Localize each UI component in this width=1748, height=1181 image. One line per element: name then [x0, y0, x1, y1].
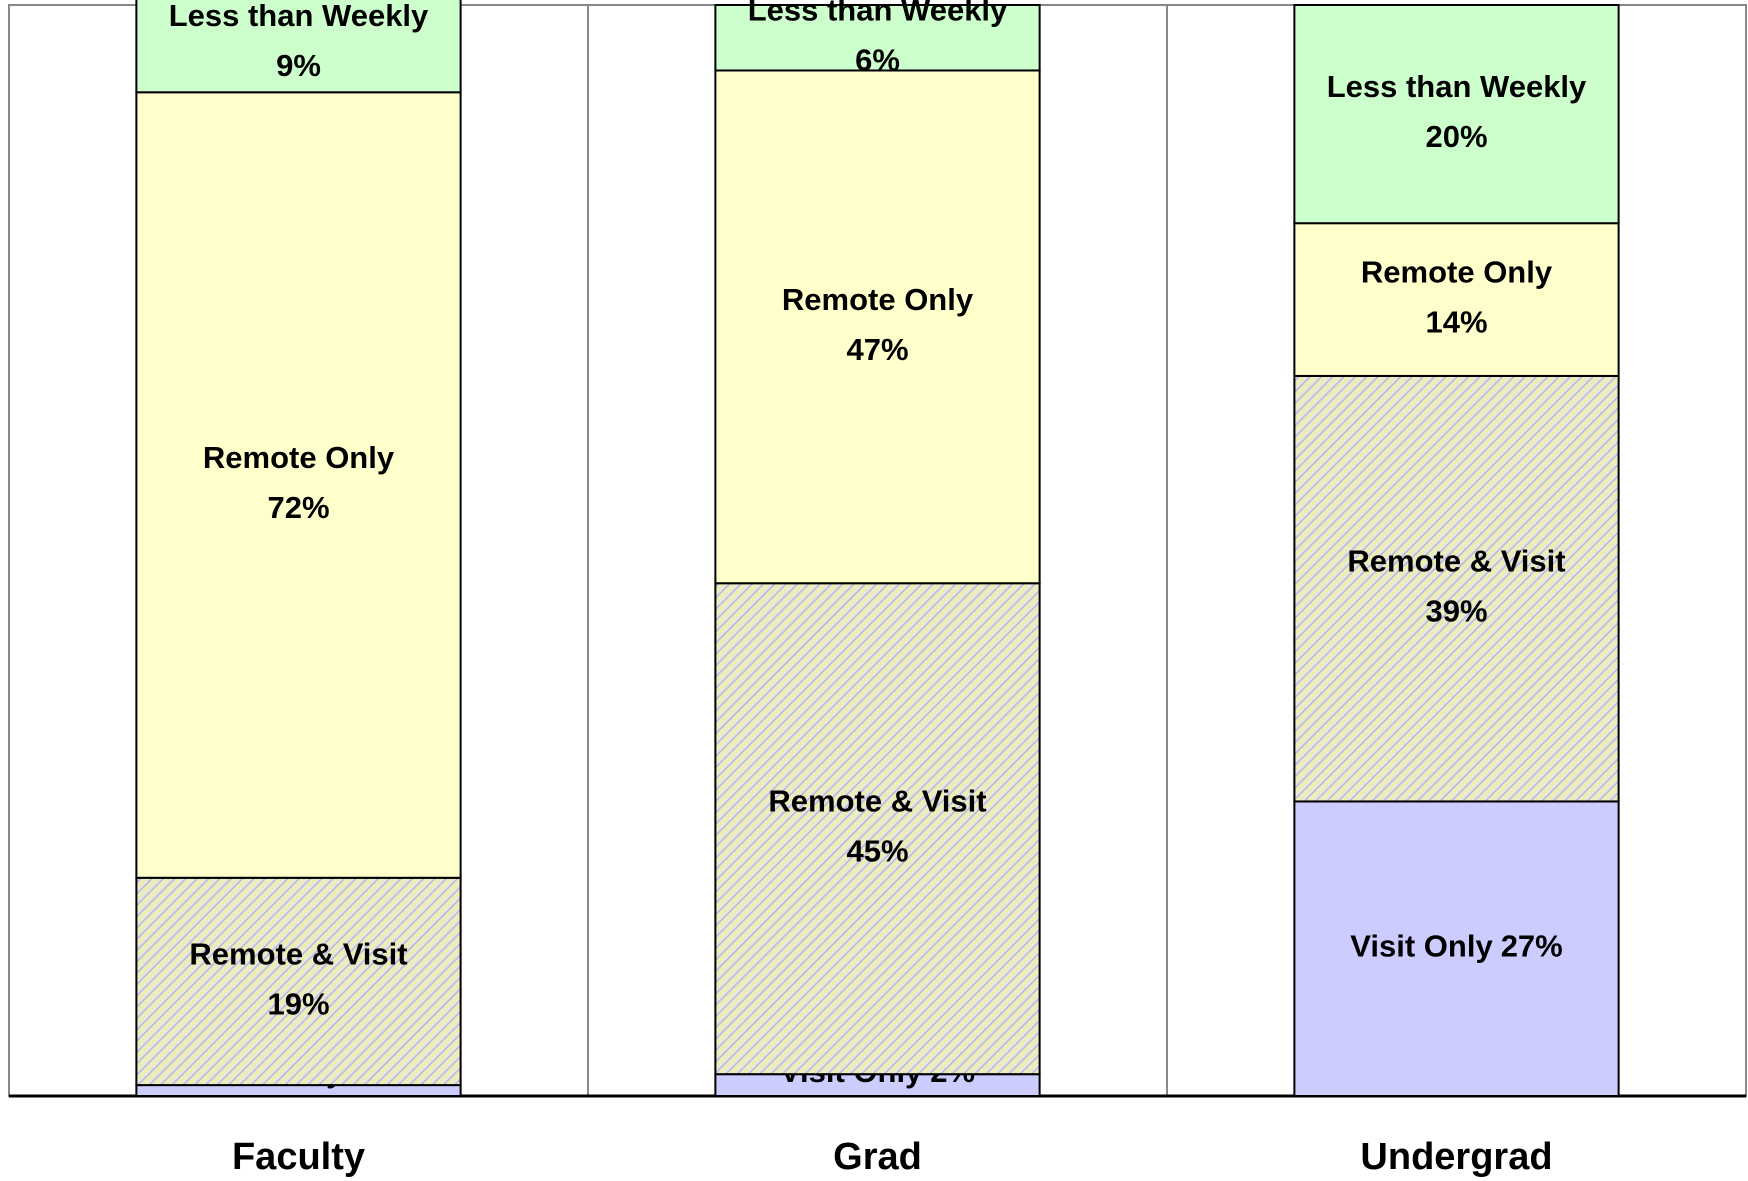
value-label: 39% [1425, 594, 1487, 629]
bar-segment [714, 582, 1041, 1076]
data-label: Less than Weekly 9% [169, 0, 429, 83]
bar-segment [1293, 800, 1620, 1097]
x-tick-label: Undergrad [1360, 1136, 1552, 1178]
data-label: Remote & Visit 45% [768, 784, 986, 869]
data-label: Remote Only 72% [203, 440, 395, 525]
series-name: Less than Weekly [748, 0, 1008, 28]
series-name: Visit Only [1350, 929, 1493, 964]
x-tick-label: Faculty [232, 1136, 365, 1178]
value-label: 19% [267, 987, 329, 1022]
value-label: 14% [1425, 305, 1487, 340]
series-name: Remote & Visit [189, 937, 407, 972]
series-name: Remote Only [203, 440, 395, 475]
data-label: Remote & Visit 19% [189, 937, 407, 1022]
data-label: Remote & Visit 39% [1347, 544, 1565, 629]
series-name: Remote Only [1361, 255, 1553, 290]
data-label: Less than Weekly 20% [1327, 69, 1587, 154]
value-label: 72% [267, 490, 329, 525]
series-name: Remote & Visit [768, 784, 986, 819]
bar-segment [714, 69, 1041, 585]
value-label: 27% [1501, 929, 1563, 964]
bar-segment [135, 0, 462, 94]
bar-segment [1293, 4, 1620, 225]
bar-segment [1293, 374, 1620, 803]
series-name: Less than Weekly [1327, 69, 1587, 104]
data-label: Less than Weekly 6% [748, 0, 1008, 78]
value-label: 9% [276, 48, 321, 83]
bar-segment [135, 91, 462, 879]
x-tick-label: Grad [833, 1136, 922, 1178]
series-name: Remote Only [782, 282, 974, 317]
value-label: 45% [846, 834, 908, 869]
value-label: 6% [855, 43, 900, 78]
bar-segment [1293, 222, 1620, 377]
value-label: 20% [1425, 119, 1487, 154]
series-name: Remote & Visit [1347, 544, 1565, 579]
series-name: Less than Weekly [169, 0, 429, 33]
bar-segment [135, 876, 462, 1087]
data-label: Visit Only 27% [1350, 929, 1562, 964]
data-label: Remote Only 47% [782, 282, 974, 367]
data-label: Remote Only 14% [1361, 255, 1553, 340]
value-label: 47% [846, 332, 908, 367]
bar-segment [714, 4, 1041, 72]
